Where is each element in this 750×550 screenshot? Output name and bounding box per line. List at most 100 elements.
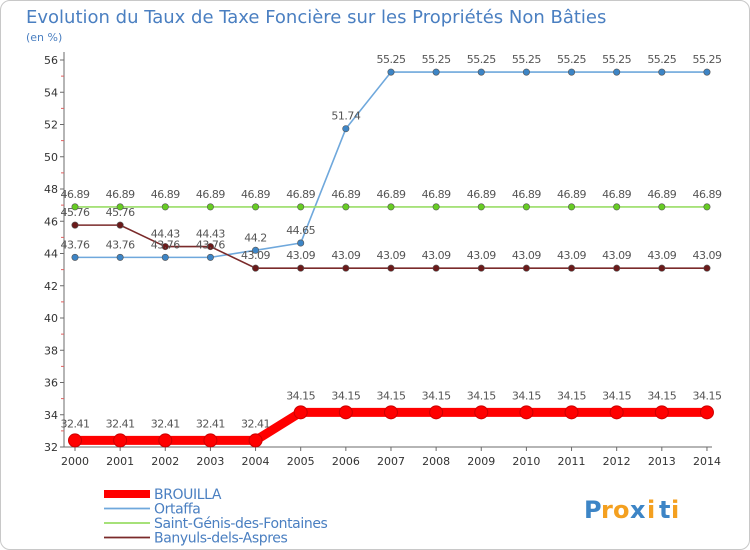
data-label: 34.15 (692, 389, 721, 402)
data-point-saint-g-nis-des-fontaines (116, 203, 124, 211)
x-tick-label: 2004 (242, 455, 270, 468)
x-tick-label: 2002 (151, 455, 179, 468)
legend-label: BROUILLA (154, 487, 222, 503)
series-layer (68, 68, 714, 448)
data-point-saint-g-nis-des-fontaines (477, 203, 485, 211)
logo-letter: P (584, 496, 602, 524)
data-label: 34.15 (422, 389, 451, 402)
x-tick-label: 2006 (332, 455, 360, 468)
data-label: 34.15 (602, 389, 631, 402)
data-point-banyuls-dels-aspres (703, 264, 711, 272)
data-point-brouilla (158, 433, 173, 448)
data-point-banyuls-dels-aspres (613, 264, 621, 272)
data-point-banyuls-dels-aspres (522, 264, 530, 272)
data-label: 34.15 (647, 389, 676, 402)
y-tick-label: 40 (44, 312, 58, 325)
logo-letter: i (647, 496, 655, 524)
axes: 32 34 36 38 40 42 44 46 48 50 52 54 56 2000 2001 2002 20… (44, 52, 721, 468)
data-label: 34.15 (512, 389, 541, 402)
x-tick-label: 2007 (377, 455, 405, 468)
data-point-saint-g-nis-des-fontaines (161, 203, 169, 211)
data-point-banyuls-dels-aspres (252, 264, 260, 272)
data-point-saint-g-nis-des-fontaines (387, 203, 395, 211)
data-point-saint-g-nis-des-fontaines (342, 203, 350, 211)
data-point-ortaffa (568, 68, 576, 76)
data-label: 32.41 (196, 417, 225, 430)
data-label: 46.89 (241, 188, 270, 201)
data-label: 43.09 (512, 249, 541, 262)
data-point-banyuls-dels-aspres (342, 264, 350, 272)
x-tick-label: 2014 (693, 455, 721, 468)
data-label: 34.15 (286, 389, 315, 402)
data-label: 46.89 (376, 188, 405, 201)
logo-letter: t (659, 496, 670, 524)
logo-letter: r (601, 496, 613, 524)
data-label: 46.89 (106, 188, 135, 201)
data-label: 43.76 (196, 238, 225, 251)
data-label: 43.09 (692, 249, 721, 262)
data-label: 43.09 (467, 249, 496, 262)
data-label: 51.74 (331, 110, 360, 123)
data-label: 34.15 (376, 389, 405, 402)
data-label: 43.09 (422, 249, 451, 262)
data-point-brouilla (293, 405, 308, 420)
x-tick-label: 2003 (196, 455, 224, 468)
data-point-brouilla (564, 405, 579, 420)
data-label: 55.25 (692, 53, 721, 66)
data-label: 55.25 (467, 53, 496, 66)
data-point-ortaffa (522, 68, 530, 76)
data-point-saint-g-nis-des-fontaines (252, 203, 260, 211)
y-tick-label: 56 (44, 54, 58, 67)
data-point-ortaffa (71, 253, 79, 261)
data-label: 43.09 (331, 249, 360, 262)
data-label: 43.76 (151, 238, 180, 251)
data-label: 44.65 (286, 224, 315, 237)
data-point-saint-g-nis-des-fontaines (522, 203, 530, 211)
data-point-saint-g-nis-des-fontaines (71, 203, 79, 211)
data-point-ortaffa (206, 253, 214, 261)
data-label: 46.89 (602, 188, 631, 201)
data-point-brouilla (429, 405, 444, 420)
data-label: 43.09 (647, 249, 676, 262)
data-label: 55.25 (602, 53, 631, 66)
data-point-banyuls-dels-aspres (387, 264, 395, 272)
data-point-brouilla (609, 405, 624, 420)
x-tick-label: 2013 (648, 455, 676, 468)
data-label: 46.89 (61, 188, 90, 201)
data-labels: 32.41 32.41 32.41 32.41 32.41 34.15 34.15 34.15… (61, 53, 723, 430)
data-point-ortaffa (658, 68, 666, 76)
data-point-ortaffa (477, 68, 485, 76)
data-point-banyuls-dels-aspres (71, 221, 79, 229)
data-label: 34.15 (467, 389, 496, 402)
data-label: 44.43 (196, 228, 225, 241)
data-point-banyuls-dels-aspres (568, 264, 576, 272)
y-tick-label: 48 (44, 183, 58, 196)
data-label: 34.15 (331, 389, 360, 402)
data-label: 55.25 (422, 53, 451, 66)
data-point-ortaffa (703, 68, 711, 76)
data-label: 32.41 (106, 417, 135, 430)
x-tick-label: 2005 (287, 455, 315, 468)
y-tick-label: 32 (44, 441, 58, 454)
data-point-saint-g-nis-des-fontaines (206, 203, 214, 211)
data-point-brouilla (113, 433, 128, 448)
data-label: 46.89 (692, 188, 721, 201)
data-point-ortaffa (116, 253, 124, 261)
data-point-banyuls-dels-aspres (477, 264, 485, 272)
data-point-brouilla (338, 405, 353, 420)
data-label: 44.43 (151, 228, 180, 241)
data-label: 46.89 (467, 188, 496, 201)
data-label: 43.09 (241, 249, 270, 262)
y-tick-label: 42 (44, 280, 58, 293)
data-point-banyuls-dels-aspres (658, 264, 666, 272)
data-label: 45.76 (61, 206, 90, 219)
data-label: 44.2 (244, 231, 267, 244)
data-point-brouilla (474, 405, 489, 420)
data-label: 32.41 (151, 417, 180, 430)
data-point-brouilla (203, 433, 218, 448)
data-point-ortaffa (161, 253, 169, 261)
logo-letter: o (613, 496, 630, 524)
data-label: 55.25 (557, 53, 586, 66)
logo-letter: x (630, 496, 646, 524)
